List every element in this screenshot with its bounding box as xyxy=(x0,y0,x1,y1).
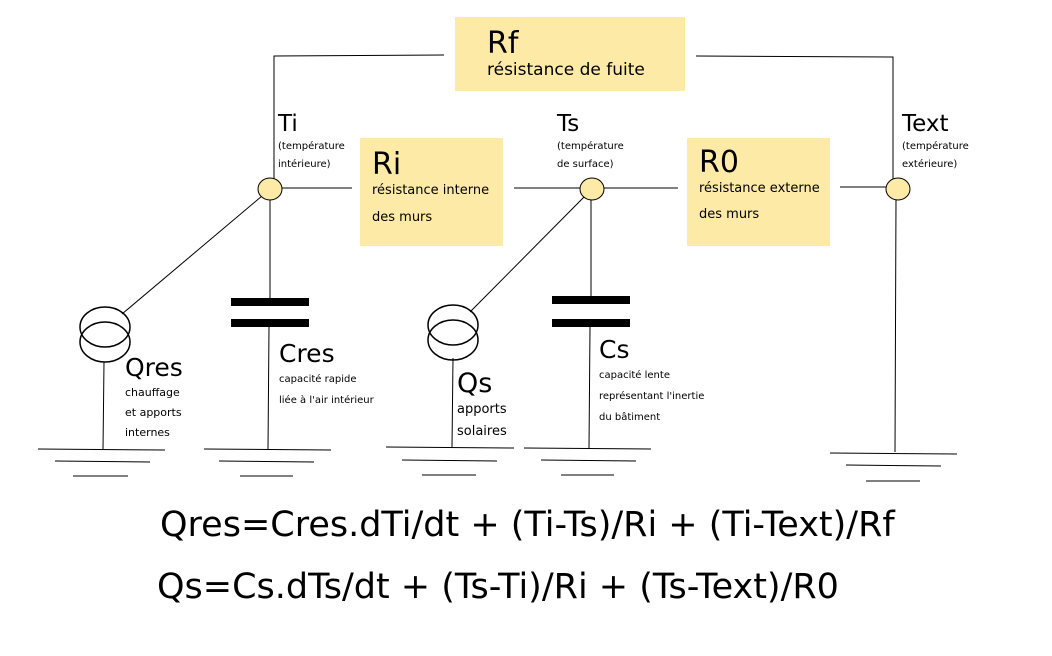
cres-line2: liée à l'air intérieur xyxy=(279,395,374,406)
resistor-r0-box: R0 résistance externe des murs xyxy=(687,138,830,246)
qres-line2: et apports xyxy=(125,406,182,419)
wire-qres-ground xyxy=(102,361,105,451)
wire-cres-ground xyxy=(267,326,270,450)
node-text-label: Text (température extérieure) xyxy=(902,113,969,174)
text-title: Text xyxy=(902,111,949,137)
ri-title: Ri xyxy=(372,147,402,182)
wire-rf-right xyxy=(695,55,894,180)
qs-label: Qs apports solaires xyxy=(457,370,507,443)
ground-text xyxy=(829,452,958,482)
qres-line1: chauffage xyxy=(125,386,180,399)
current-source-qres xyxy=(79,306,131,363)
wire-cs-ground xyxy=(588,326,591,449)
qs-line1: apports xyxy=(457,402,507,417)
cs-line2: représentant l'inertie xyxy=(599,391,705,402)
ri-description-line2: des murs xyxy=(372,210,433,225)
ri-description-line1: résistance interne xyxy=(372,183,490,198)
ts-line1: (température xyxy=(557,141,624,152)
rf-description: résistance de fuite xyxy=(487,60,645,80)
node-ti-label: Ti (température intérieure) xyxy=(278,113,345,174)
qres-label: Qres chauffage et apports internes xyxy=(125,355,183,443)
ts-line2: de surface) xyxy=(557,159,614,170)
wire-ti-qres xyxy=(121,195,263,315)
cs-label: Cs capacité lente représentant l'inertie… xyxy=(599,337,704,428)
wire-ts-qs xyxy=(469,195,586,313)
wire-text-ground xyxy=(894,197,897,453)
ti-line2: intérieure) xyxy=(278,159,331,170)
ti-line1: (température xyxy=(278,141,345,152)
qres-line3: internes xyxy=(125,426,170,439)
cres-title: Cres xyxy=(279,339,335,368)
rf-title: Rf xyxy=(487,26,519,61)
node-ts-label: Ts (température de surface) xyxy=(557,113,624,174)
resistor-rf-box: Rf résistance de fuite xyxy=(455,17,685,91)
cres-line1: capacité rapide xyxy=(279,374,357,385)
text-line1: (température xyxy=(902,141,969,152)
node-ts xyxy=(579,177,605,201)
capacitor-cres xyxy=(231,298,309,327)
qres-title: Qres xyxy=(125,353,183,382)
current-source-qs xyxy=(427,304,479,361)
cres-label: Cres capacité rapide liée à l'air intéri… xyxy=(279,341,374,411)
ground-qres xyxy=(37,448,166,477)
ground-cres xyxy=(203,448,332,477)
ground-cs xyxy=(523,447,652,476)
equation-qs: Qs=Cs.dTs/dt + (Ts-Ti)/Ri + (Ts-Text)/R0 xyxy=(157,567,839,607)
r0-description-line2: des murs xyxy=(699,207,760,222)
capacitor-cs xyxy=(552,296,630,327)
qs-title: Qs xyxy=(457,368,493,399)
text-line2: extérieure) xyxy=(902,159,958,170)
wire-qs-ground xyxy=(451,357,454,448)
node-ti xyxy=(257,177,283,201)
node-text xyxy=(885,177,911,201)
equation-qres: Qres=Cres.dTi/dt + (Ti-Ts)/Ri + (Ti-Text… xyxy=(160,505,895,545)
ti-title: Ti xyxy=(278,111,298,137)
resistor-ri-box: Ri résistance interne des murs xyxy=(360,138,503,246)
r0-description-line1: résistance externe xyxy=(699,181,820,196)
ts-title: Ts xyxy=(557,111,580,137)
wire-rf-left xyxy=(273,54,445,180)
cs-title: Cs xyxy=(599,335,630,364)
qs-line2: solaires xyxy=(457,424,507,439)
cs-line3: du bâtiment xyxy=(599,412,661,423)
ground-qs xyxy=(385,446,515,476)
r0-title: R0 xyxy=(699,145,739,180)
cs-line1: capacité lente xyxy=(599,370,670,381)
